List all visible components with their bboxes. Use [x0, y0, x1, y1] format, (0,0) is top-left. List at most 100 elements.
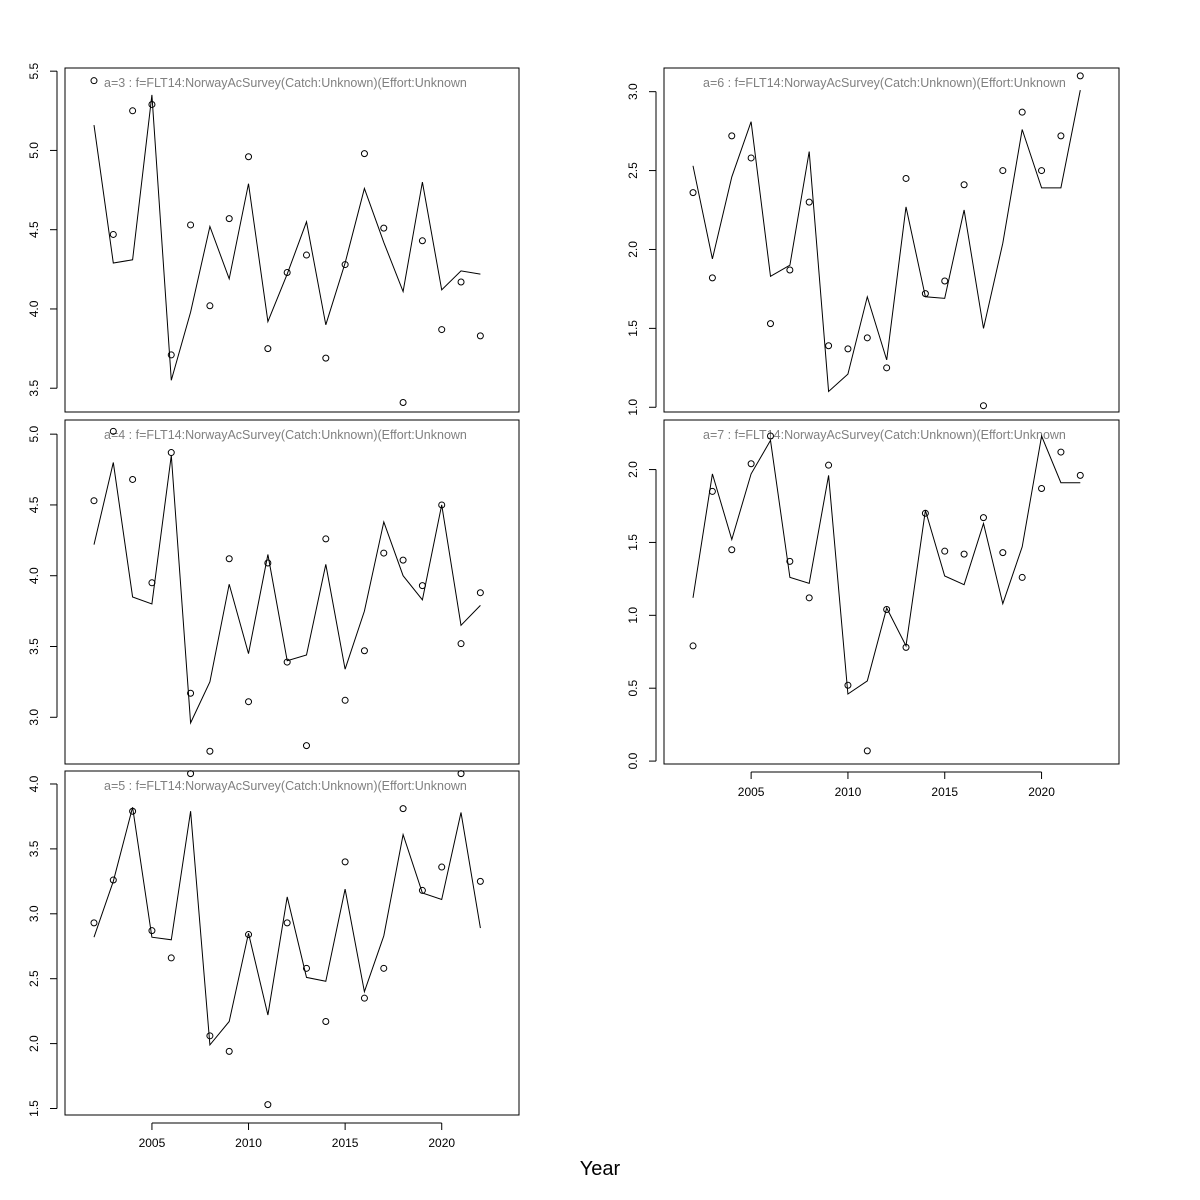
observed-point	[825, 461, 833, 469]
observed-point	[129, 475, 137, 483]
plot-frame	[64, 67, 520, 413]
observed-point	[360, 994, 368, 1002]
y-tick-label: 3.5	[27, 840, 41, 857]
observed-point	[90, 919, 98, 927]
observed-point	[1018, 108, 1026, 116]
observed-point	[167, 954, 175, 962]
observed-point	[979, 514, 987, 522]
y-tick-label: 4.0	[27, 775, 41, 792]
y-tick-label: 4.0	[27, 567, 41, 584]
observed-point	[476, 332, 484, 340]
y-tick-label: 2.0	[626, 241, 640, 258]
y-tick-label: 5.0	[27, 425, 41, 442]
observed-point	[399, 398, 407, 406]
observed-point	[264, 559, 272, 567]
observed-point	[1057, 448, 1065, 456]
observed-point	[380, 224, 388, 232]
y-tick-label: 2.5	[626, 162, 640, 179]
observed-point	[941, 547, 949, 555]
y-tick-label: 5.5	[27, 63, 41, 80]
x-tick-label: 2020	[1028, 785, 1055, 799]
observed-point	[283, 268, 291, 276]
observed-point	[786, 266, 794, 274]
y-tick-label: 2.0	[27, 1035, 41, 1052]
observed-point	[476, 589, 484, 597]
x-tick-label: 2015	[332, 1136, 359, 1150]
observed-point	[341, 261, 349, 269]
y-tick-label: 1.0	[626, 399, 640, 416]
observed-point	[1018, 573, 1026, 581]
observed-point	[747, 154, 755, 162]
y-tick-label: 3.5	[27, 638, 41, 655]
y-tick-label: 1.5	[27, 1100, 41, 1117]
observed-point	[728, 132, 736, 140]
y-tick-label: 3.0	[626, 83, 640, 100]
observed-point	[979, 402, 987, 410]
panel-title: a=4 : f=FLT14:NorwayAcSurvey(Catch:Unkno…	[104, 428, 467, 442]
observed-point	[360, 150, 368, 158]
y-tick-label: 4.0	[27, 300, 41, 317]
fitted-line	[93, 807, 481, 1047]
observed-point	[322, 535, 330, 543]
observed-point	[283, 919, 291, 927]
observed-point	[1076, 72, 1084, 80]
observed-point	[322, 354, 330, 362]
y-tick-label: 0.0	[626, 752, 640, 769]
observed-point	[825, 342, 833, 350]
observed-point	[302, 964, 310, 972]
x-tick-label: 2010	[235, 1136, 262, 1150]
observed-point	[805, 198, 813, 206]
y-tick-label: 4.5	[27, 221, 41, 238]
y-tick-label: 2.5	[27, 970, 41, 987]
y-tick-label: 3.0	[27, 709, 41, 726]
observed-point	[302, 742, 310, 750]
observed-point	[167, 449, 175, 457]
observed-point	[457, 278, 465, 286]
fitted-line	[692, 434, 1081, 695]
observed-point	[418, 237, 426, 245]
observed-point	[148, 927, 156, 935]
observed-point	[418, 582, 426, 590]
x-tick-label: 2005	[738, 785, 765, 799]
observed-point	[167, 351, 175, 359]
observed-point	[341, 858, 349, 866]
observed-point	[148, 579, 156, 587]
y-tick-label: 5.0	[27, 142, 41, 159]
observed-point	[844, 345, 852, 353]
observed-point	[206, 747, 214, 755]
panel-title: a=5 : f=FLT14:NorwayAcSurvey(Catch:Unkno…	[104, 779, 467, 793]
observed-point	[380, 549, 388, 557]
observed-point	[960, 550, 968, 558]
x-tick-label: 2020	[428, 1136, 455, 1150]
y-tick-label: 1.5	[626, 534, 640, 551]
plot-frame	[663, 419, 1120, 765]
y-tick-label: 2.0	[626, 461, 640, 478]
observed-point	[863, 747, 871, 755]
observed-point	[766, 432, 774, 440]
observed-point	[206, 1032, 214, 1040]
y-tick-label: 1.0	[626, 607, 640, 624]
observed-point	[786, 557, 794, 565]
observed-point	[1038, 167, 1046, 175]
observed-point	[245, 931, 253, 939]
x-tick-label: 2015	[931, 785, 958, 799]
observed-point	[1057, 132, 1065, 140]
observed-point	[844, 681, 852, 689]
observed-point	[457, 640, 465, 648]
observed-point	[863, 334, 871, 342]
observed-point	[225, 215, 233, 223]
observed-point	[264, 345, 272, 353]
x-tick-label: 2010	[835, 785, 862, 799]
x-tick-label: 2005	[139, 1136, 166, 1150]
observed-point	[264, 1101, 272, 1109]
observed-point	[399, 556, 407, 564]
observed-point	[960, 181, 968, 189]
observed-point	[187, 221, 195, 229]
observed-point	[90, 77, 98, 85]
fitted-line	[93, 94, 481, 381]
fitted-line	[692, 90, 1081, 393]
observed-point	[747, 460, 755, 468]
observed-point	[206, 302, 214, 310]
y-tick-label: 4.5	[27, 496, 41, 513]
